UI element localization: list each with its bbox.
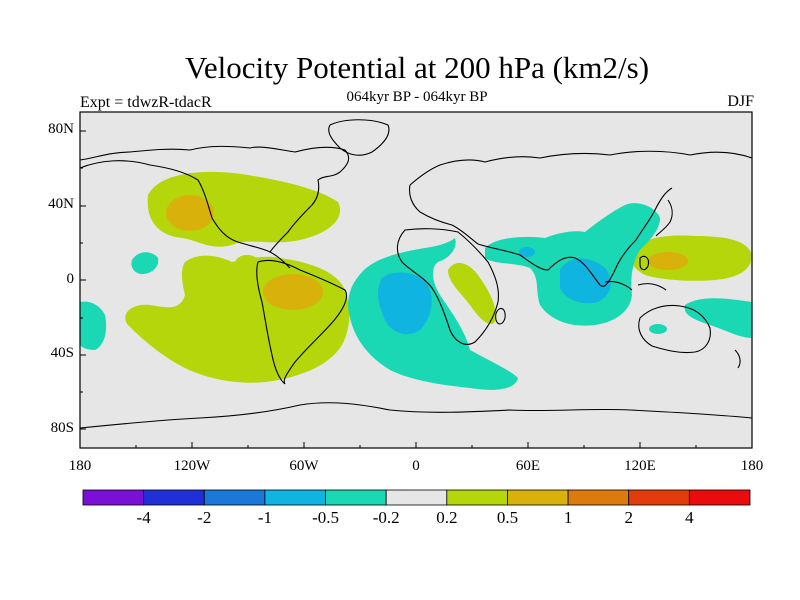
colorbar-swatch <box>567 489 630 506</box>
arabian-core <box>519 247 535 257</box>
lon-label-180w: 180 <box>68 458 92 474</box>
lon-label-180e: 180 <box>740 458 764 474</box>
eurasia-coast <box>408 150 753 287</box>
south-atlantic-core <box>378 272 432 335</box>
coastlines <box>79 119 753 429</box>
colorbar-label: -0.2 <box>372 508 400 527</box>
season-label: DJF <box>727 93 754 110</box>
colorbar-label: 4 <box>685 508 694 527</box>
new-zealand-coast <box>734 349 741 369</box>
colorbar <box>82 489 751 506</box>
positive-anomaly-regions <box>125 171 752 383</box>
south-pacific-east-negative-region <box>684 298 752 338</box>
lat-label-80n: 80N <box>48 121 74 137</box>
lon-label-60w: 60W <box>289 458 319 474</box>
south-pacific-west-negative-region <box>80 301 107 350</box>
gulf-positive-region <box>235 254 261 275</box>
east-africa-positive-region <box>448 263 496 325</box>
lon-label-120e: 120E <box>624 458 656 474</box>
lat-label-80s: 80S <box>50 420 74 436</box>
period-label: 064kyr BP - 064kyr BP <box>346 89 488 105</box>
lat-label-40s: 40S <box>50 345 74 361</box>
colorbar-label: -1 <box>257 508 272 527</box>
negative-anomaly-regions <box>80 203 752 390</box>
colorbar-swatch <box>325 489 387 506</box>
indonesia-coast <box>604 255 667 291</box>
north-america-core <box>166 195 214 231</box>
australia-coast <box>638 304 711 354</box>
madagascar-coast <box>495 307 506 325</box>
africa-coast <box>396 228 499 345</box>
colorbar-swatch <box>82 489 145 506</box>
colorbar-label: 0.5 <box>496 508 519 527</box>
bay-of-bengal-core <box>560 258 611 304</box>
colorbar-swatch <box>385 489 448 506</box>
lon-label-120w: 120W <box>173 458 211 474</box>
colorbar-swatch <box>446 489 508 506</box>
chart-title: Velocity Potential at 200 hPa (km2/s) <box>184 50 650 85</box>
colorbar-label: 1 <box>563 508 573 527</box>
east-pacific-negative-region <box>131 252 159 275</box>
west-pacific-positive-region <box>630 235 752 281</box>
colorbar-label: -4 <box>136 508 151 527</box>
colorbar-label: -0.5 <box>312 508 339 527</box>
colorbar-swatch <box>688 489 751 506</box>
japan-coast <box>655 199 673 237</box>
axis-ticks <box>79 130 753 448</box>
west-pacific-core <box>648 252 688 270</box>
colorbar-label: 2 <box>624 508 633 527</box>
north-america-coast <box>79 145 350 269</box>
lat-label-40n: 40N <box>48 196 74 212</box>
lon-label-0: 0 <box>412 458 420 474</box>
colorbar-swatch <box>203 489 266 506</box>
colorbar-swatch <box>143 489 205 506</box>
australia-negative-spot <box>649 324 667 334</box>
lon-label-60e: 60E <box>515 458 541 474</box>
south-america-coast <box>256 259 348 385</box>
experiment-label: Expt = tdwzR-tdacR <box>80 94 212 111</box>
lat-label-0: 0 <box>66 271 75 287</box>
colorbar-swatch <box>628 489 690 506</box>
colorbar-swatch <box>507 489 569 506</box>
colorbar-label: -2 <box>197 508 212 527</box>
antarctica-coast <box>79 402 753 429</box>
colorbar-label: 0.2 <box>436 508 458 527</box>
south-america-core <box>263 274 323 310</box>
greenland-coast <box>328 119 390 156</box>
colorbar-swatch <box>264 489 326 506</box>
